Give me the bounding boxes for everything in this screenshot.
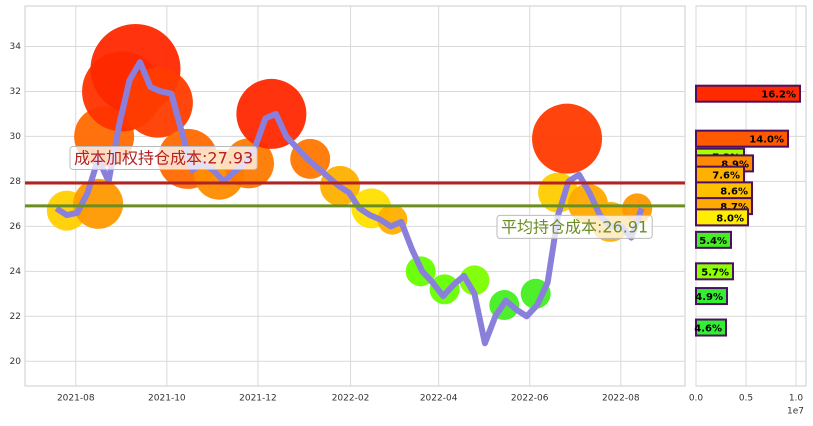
bar: [695, 318, 727, 337]
y-tick-label: 34: [10, 42, 22, 52]
bar: [695, 208, 749, 227]
y-tick-label: 26: [10, 222, 22, 232]
bubble: [377, 204, 408, 235]
bar-label: 14.0%: [749, 135, 784, 146]
bar: [695, 84, 801, 103]
x-tick-label: 2022-08: [602, 394, 640, 404]
cost-label-box: [496, 214, 653, 239]
x-offset-label: 1e7: [787, 407, 804, 417]
bar-label: 16.2%: [761, 90, 796, 101]
y-tick-label: 24: [10, 267, 22, 277]
bar-label: 8.0%: [716, 213, 744, 224]
cost-label-box: [69, 145, 258, 170]
bar: [695, 129, 789, 148]
bubble: [429, 274, 460, 305]
bar: [695, 230, 732, 249]
x-tick-label: 2021-10: [148, 394, 186, 404]
bar-label: 5.4%: [699, 236, 727, 247]
x-tick-label: 2021-08: [57, 394, 95, 404]
bar-label: 4.6%: [694, 324, 722, 335]
x-tick-label: 2022-02: [332, 394, 370, 404]
bar-label: 4.9%: [695, 292, 723, 303]
y-tick-label: 30: [10, 132, 22, 142]
bar-label: 8.6%: [720, 186, 748, 197]
price-line: [54, 59, 645, 347]
cost-label: 平均持仓成本:26.91: [501, 217, 648, 236]
x-tick-label: 0.5: [739, 394, 753, 404]
bar-label: 8.7%: [720, 202, 748, 213]
bubble: [459, 265, 490, 296]
bubble: [532, 103, 603, 174]
bar-label: 7.6%: [712, 171, 740, 182]
bar: [695, 262, 734, 281]
x-tick-label: 2022-04: [420, 394, 458, 404]
x-tick-label: 2022-06: [511, 394, 549, 404]
x-tick-label: 2021-12: [239, 394, 277, 404]
y-tick-label: 22: [10, 312, 21, 322]
bar-label: 8.9%: [721, 159, 749, 170]
x-tick-label: 1.0: [789, 394, 804, 404]
y-tick-label: 28: [10, 177, 22, 187]
x-tick-label: 0.0: [689, 394, 704, 404]
y-tick-label: 32: [10, 87, 21, 97]
cost-label: 成本加权持仓成本:27.93: [74, 148, 253, 167]
bubble: [122, 67, 193, 138]
bar-label: 5.7%: [701, 267, 729, 278]
y-tick-label: 20: [10, 357, 22, 367]
bar: [695, 287, 728, 306]
